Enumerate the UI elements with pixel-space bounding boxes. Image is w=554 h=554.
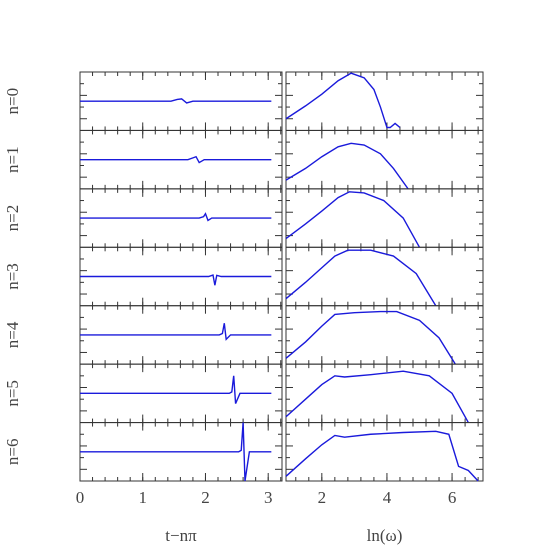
panel-frame <box>285 305 484 365</box>
curve <box>285 191 421 248</box>
panel-label: n=3 <box>3 263 22 290</box>
x-tick-label: 3 <box>264 488 273 507</box>
curve <box>285 72 401 129</box>
panel-frame <box>285 422 484 482</box>
panel-label: n=1 <box>3 146 22 173</box>
curve <box>285 310 456 365</box>
curve <box>285 430 479 482</box>
curve <box>285 370 469 423</box>
curve <box>80 212 272 222</box>
x-tick-label: 2 <box>318 488 327 507</box>
panel-frame <box>285 188 484 248</box>
panel-frame <box>285 129 484 190</box>
panel-label: n=2 <box>3 205 22 232</box>
curve <box>80 323 272 341</box>
curve <box>80 98 272 104</box>
curve <box>285 249 437 307</box>
panel-label: n=0 <box>3 88 22 115</box>
x-tick-label: 2 <box>201 488 210 507</box>
x-axis-label: ln(ω) <box>367 526 403 545</box>
x-tick-label: 1 <box>138 488 147 507</box>
x-axis-label: t−nπ <box>165 526 197 545</box>
panel-label: n=6 <box>3 438 22 465</box>
x-tick-label: 0 <box>76 488 85 507</box>
x-tick-label: 6 <box>448 488 457 507</box>
panel-label: n=4 <box>3 321 22 348</box>
curve <box>80 274 272 286</box>
curve <box>80 375 272 404</box>
curve <box>80 155 272 164</box>
curve <box>285 142 409 190</box>
x-tick-label: 4 <box>383 488 392 507</box>
curve <box>80 422 272 482</box>
panel-label: n=5 <box>3 380 22 407</box>
panel-frame <box>285 246 484 307</box>
